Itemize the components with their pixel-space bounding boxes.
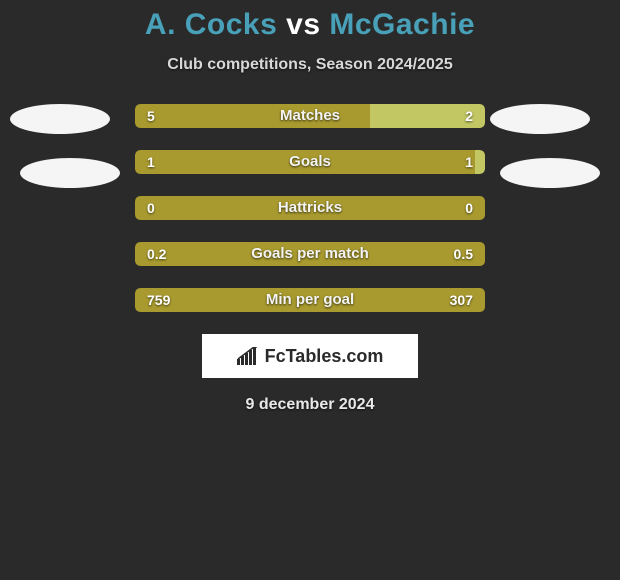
ellipse-left-2 [20, 158, 120, 188]
bar-track [135, 196, 485, 220]
stat-value-left: 759 [135, 288, 182, 312]
bar-left [135, 196, 485, 220]
stats-area: 5 Matches 2 1 Goals 1 0 Hattricks 0 0.2 … [0, 104, 620, 312]
stat-row: 5 Matches 2 [135, 104, 485, 128]
stat-value-left: 0.2 [135, 242, 178, 266]
stat-row: 0.2 Goals per match 0.5 [135, 242, 485, 266]
ellipse-left-1 [10, 104, 110, 134]
title-player2: McGachie [329, 8, 475, 41]
stat-row: 0 Hattricks 0 [135, 196, 485, 220]
bar-track [135, 242, 485, 266]
date: 9 december 2024 [0, 396, 620, 414]
barchart-icon [237, 347, 259, 365]
logo-text: FcTables.com [265, 346, 384, 367]
bar-left [135, 104, 370, 128]
bar-track [135, 150, 485, 174]
stat-value-right: 1 [453, 150, 485, 174]
stat-value-right: 2 [453, 104, 485, 128]
stat-value-left: 0 [135, 196, 167, 220]
stat-row: 1 Goals 1 [135, 150, 485, 174]
stat-value-left: 5 [135, 104, 167, 128]
ellipse-right-1 [490, 104, 590, 134]
title-player1: A. Cocks [145, 8, 277, 41]
bar-left [135, 288, 485, 312]
bar-track [135, 288, 485, 312]
title-vs: vs [286, 8, 320, 41]
bar-track [135, 104, 485, 128]
stat-value-left: 1 [135, 150, 167, 174]
logo: FcTables.com [237, 346, 384, 367]
logo-box[interactable]: FcTables.com [202, 334, 418, 378]
stat-value-right: 307 [438, 288, 485, 312]
ellipse-right-2 [500, 158, 600, 188]
bar-left [135, 150, 475, 174]
stat-row: 759 Min per goal 307 [135, 288, 485, 312]
subtitle: Club competitions, Season 2024/2025 [0, 56, 620, 74]
bar-left [135, 242, 485, 266]
stat-value-right: 0.5 [442, 242, 485, 266]
page-title: A. Cocks vs McGachie [0, 0, 620, 42]
stat-value-right: 0 [453, 196, 485, 220]
